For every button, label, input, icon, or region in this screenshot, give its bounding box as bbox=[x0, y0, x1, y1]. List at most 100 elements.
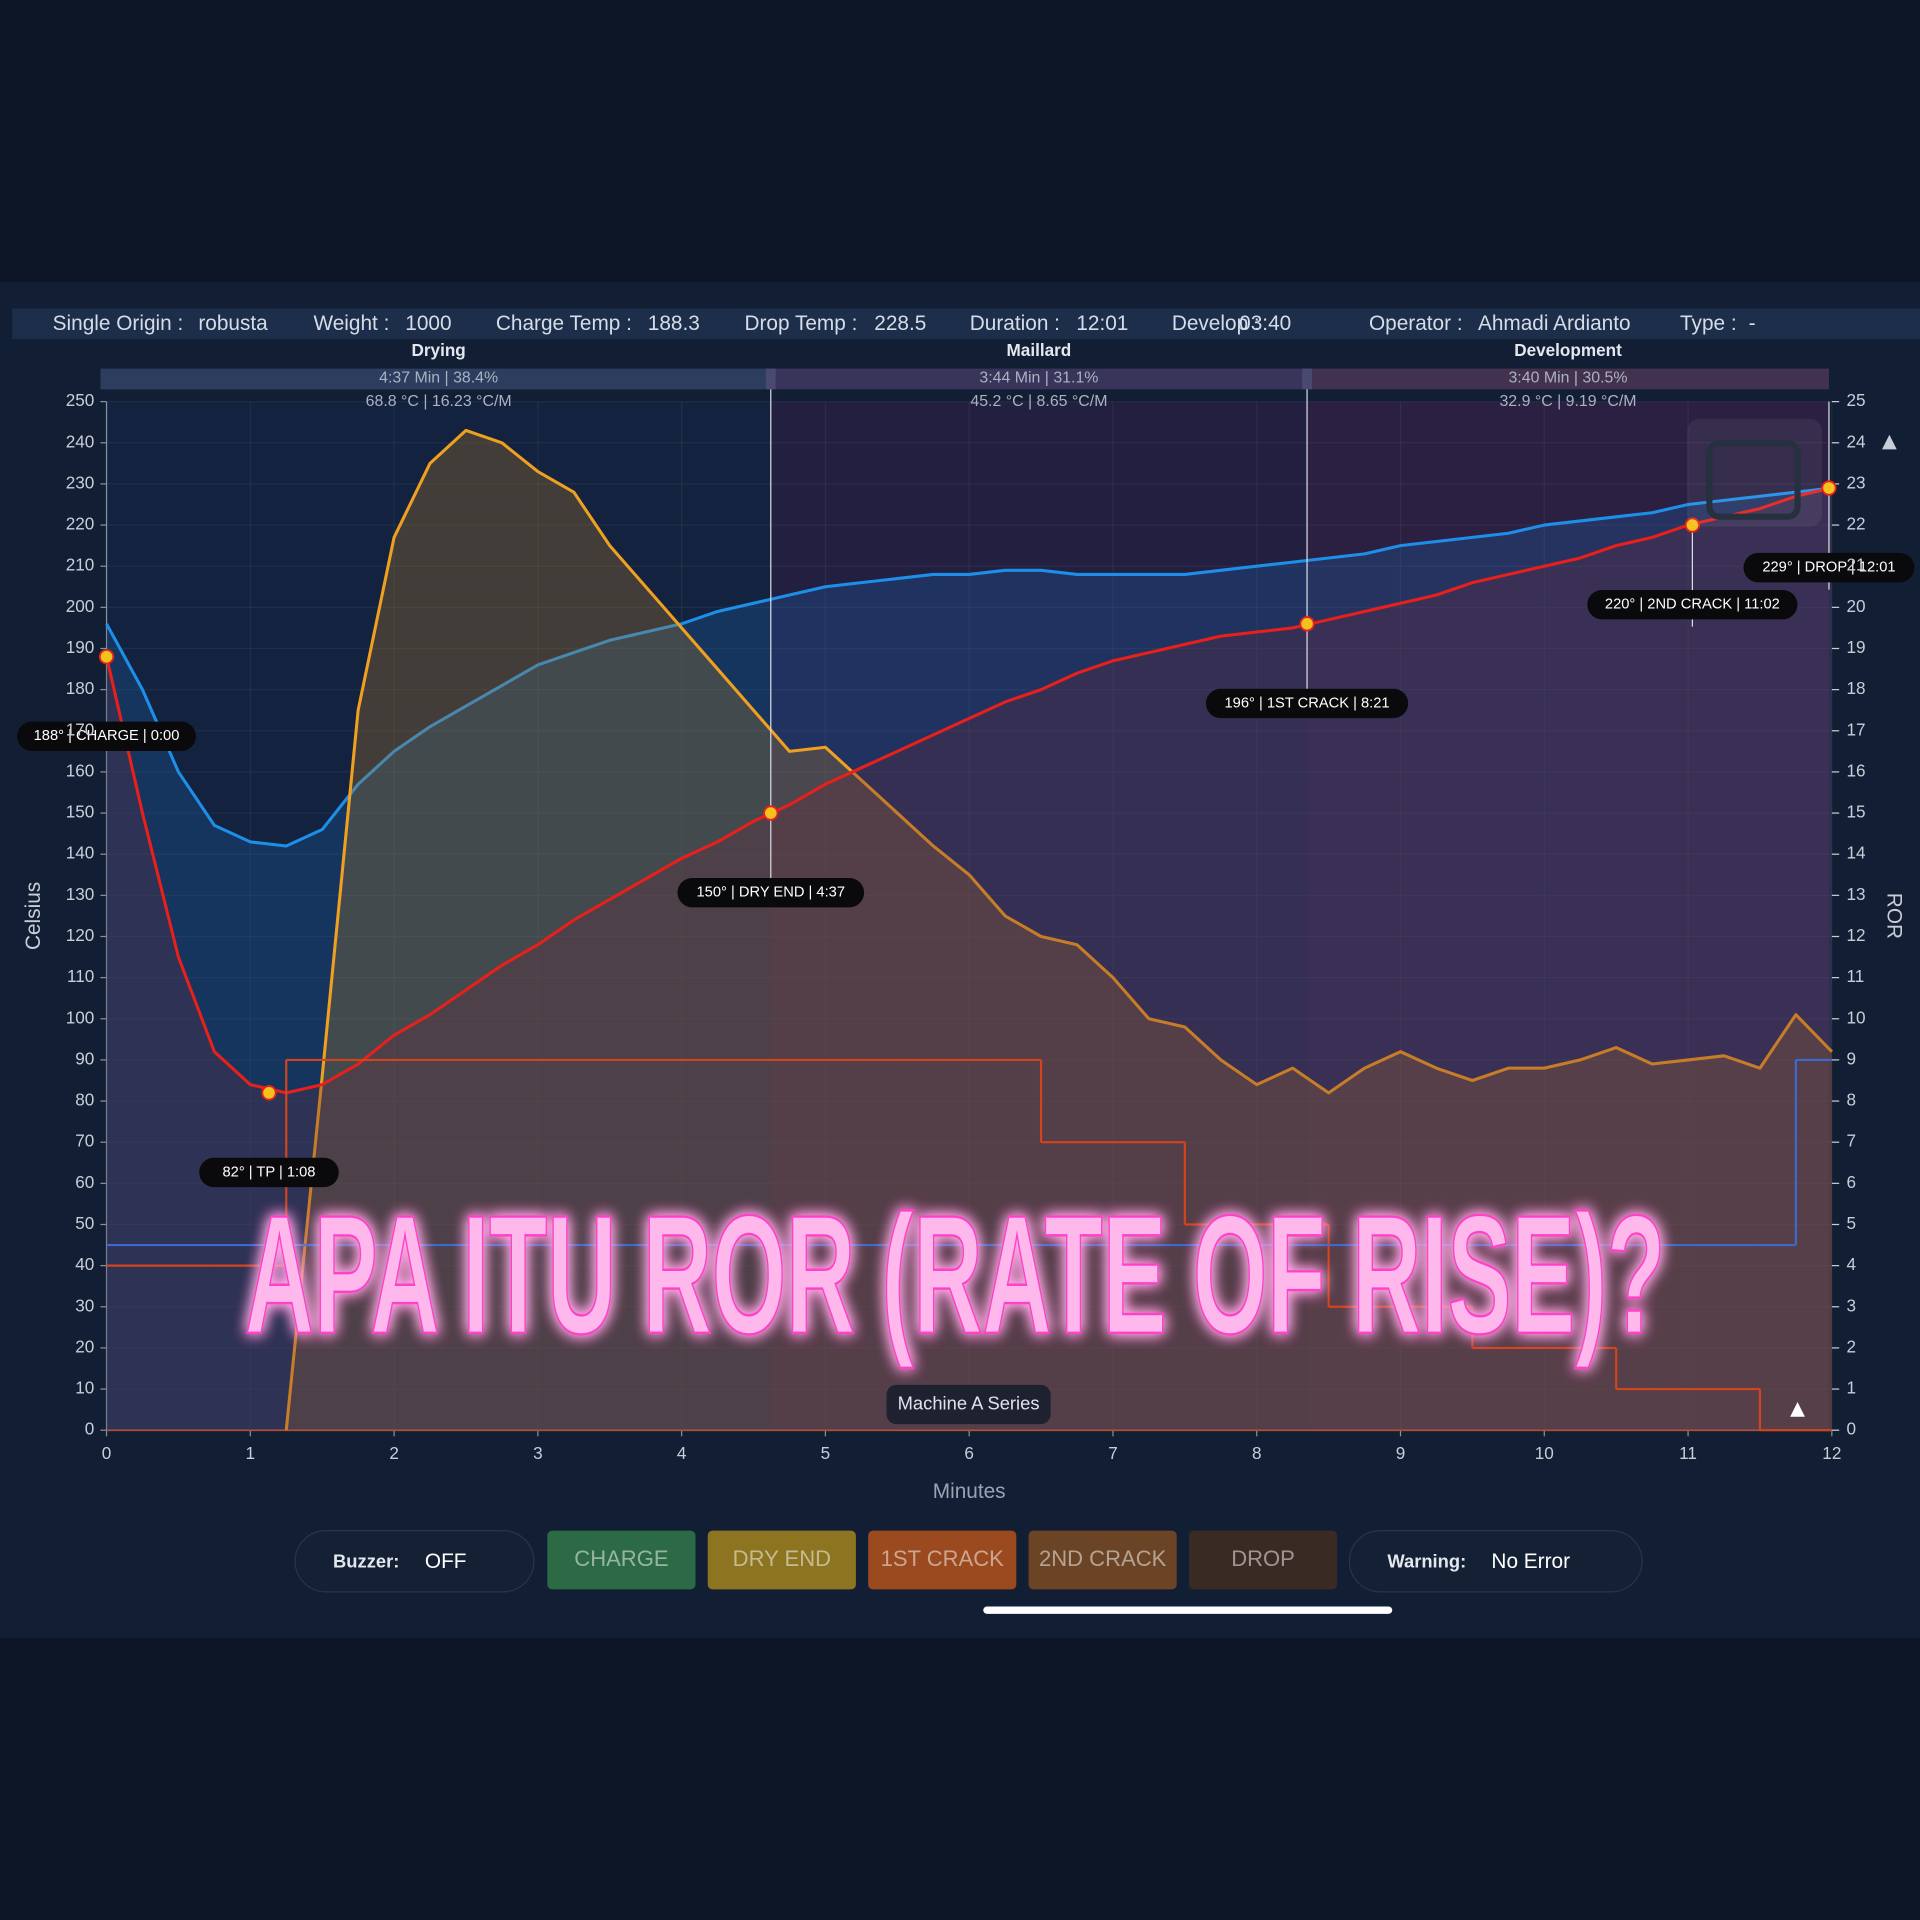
warning-pill bbox=[1348, 1530, 1643, 1593]
event-marker bbox=[1684, 517, 1701, 533]
overlay-title: APA ITU ROR (RATE OF RISE)? bbox=[245, 1180, 1665, 1369]
y-tick-label: 140 bbox=[66, 843, 95, 863]
y2-tick-label: 8 bbox=[1847, 1090, 1857, 1110]
phase-time: 3:44 Min | 31.1% bbox=[979, 370, 1098, 387]
y2-tick-label: 6 bbox=[1847, 1172, 1857, 1192]
y2-tick-label: 21 bbox=[1847, 555, 1866, 575]
event-button-label: DRY END bbox=[733, 1546, 831, 1571]
info-value: 228.5 bbox=[874, 312, 926, 335]
info-label: Weight : bbox=[313, 312, 389, 335]
y-tick-label: 170 bbox=[66, 719, 95, 739]
y-tick-label: 110 bbox=[67, 966, 94, 986]
info-value: 1000 bbox=[405, 312, 451, 335]
y2-tick-label: 11 bbox=[1847, 966, 1865, 986]
info-value: robusta bbox=[198, 312, 268, 335]
x-tick-label: 7 bbox=[1108, 1443, 1118, 1463]
y-tick-label: 200 bbox=[66, 596, 95, 616]
event-button-label: 1ST CRACK bbox=[881, 1546, 1005, 1571]
event-button-label: 2ND CRACK bbox=[1039, 1546, 1167, 1571]
x-tick-label: 9 bbox=[1396, 1443, 1406, 1463]
x-tick-label: 1 bbox=[246, 1443, 256, 1463]
y2-tick-label: 5 bbox=[1847, 1213, 1857, 1233]
y-tick-label: 100 bbox=[66, 1007, 95, 1027]
info-label: Single Origin : bbox=[53, 312, 184, 335]
series-pill bbox=[886, 1384, 1051, 1425]
scroll-arrow bbox=[1790, 1402, 1805, 1417]
x-axis-label: Minutes bbox=[933, 1480, 1006, 1503]
info-label: Type : bbox=[1680, 312, 1737, 335]
annotation-label: 220° | 2ND CRACK | 11:02 bbox=[1605, 597, 1780, 613]
warning-label: Warning: bbox=[1387, 1550, 1466, 1571]
phase-bar bbox=[100, 368, 771, 390]
y2-tick-label: 10 bbox=[1847, 1007, 1866, 1027]
warning-value: No Error bbox=[1491, 1550, 1570, 1573]
phase-bar bbox=[770, 368, 1308, 390]
info-value: Ahmadi Ardianto bbox=[1478, 312, 1631, 335]
y-tick-label: 160 bbox=[66, 760, 95, 780]
y2-tick-label: 18 bbox=[1847, 678, 1866, 698]
event-button[interactable] bbox=[707, 1530, 856, 1590]
y2-tick-label: 3 bbox=[1847, 1295, 1857, 1315]
event-button[interactable] bbox=[868, 1530, 1017, 1590]
series-label: Machine A Series bbox=[898, 1392, 1040, 1413]
scroll-arrow bbox=[1882, 434, 1897, 450]
y2-tick-label: 13 bbox=[1847, 884, 1866, 904]
annotation-label: 229° | DROP | 12:01 bbox=[1762, 559, 1895, 575]
annotation-pill bbox=[677, 877, 865, 908]
y-tick-label: 220 bbox=[66, 514, 95, 534]
buzzer-label: Buzzer: bbox=[333, 1550, 399, 1571]
annotation-pill bbox=[1743, 552, 1915, 583]
y2-tick-label: 15 bbox=[1847, 802, 1866, 822]
x-tick-label: 3 bbox=[533, 1443, 543, 1463]
x-tick-label: 2 bbox=[389, 1443, 399, 1463]
y2-tick-label: 24 bbox=[1847, 431, 1867, 451]
info-label: Develop : bbox=[1172, 312, 1260, 335]
series-area bbox=[106, 488, 1832, 1431]
y-axis-label: Celsius bbox=[22, 882, 45, 950]
phase-divider bbox=[1302, 368, 1312, 390]
info-value: - bbox=[1749, 312, 1756, 335]
x-tick-label: 8 bbox=[1252, 1443, 1262, 1463]
series-area bbox=[286, 430, 1832, 1431]
x-tick-label: 0 bbox=[102, 1443, 112, 1463]
series-line bbox=[105, 486, 1833, 848]
event-marker bbox=[1299, 616, 1315, 632]
home-indicator bbox=[983, 1606, 1393, 1614]
event-button[interactable] bbox=[1188, 1530, 1338, 1590]
image-icon bbox=[1706, 440, 1801, 520]
info-value: 12:01 bbox=[1076, 312, 1128, 335]
x-tick-label: 6 bbox=[964, 1443, 974, 1463]
y-tick-label: 180 bbox=[66, 678, 95, 698]
y-tick-label: 120 bbox=[66, 925, 95, 945]
y2-tick-label: 2 bbox=[1847, 1336, 1857, 1356]
event-button[interactable] bbox=[1028, 1530, 1177, 1590]
annotation-label: 196° | 1ST CRACK | 8:21 bbox=[1225, 695, 1390, 711]
series-line bbox=[284, 428, 1833, 1431]
ui-layer: 188° | CHARGE | 0:00 82° | TP | 1:08 150° … bbox=[17, 418, 1915, 1593]
phase-name: Development bbox=[1514, 340, 1622, 360]
y2-tick-label: 9 bbox=[1847, 1048, 1857, 1068]
info-value: 03:40 bbox=[1239, 312, 1291, 335]
x-tick-label: 10 bbox=[1535, 1443, 1554, 1463]
phase-bar bbox=[1307, 368, 1829, 390]
event-marker bbox=[763, 805, 779, 821]
y2-tick-label: 17 bbox=[1847, 719, 1866, 739]
y-tick-label: 20 bbox=[75, 1336, 94, 1356]
annotation-label: 188° | CHARGE | 0:00 bbox=[34, 728, 180, 744]
info-label: Drop Temp : bbox=[744, 312, 857, 335]
event-button[interactable] bbox=[547, 1530, 696, 1590]
info-label: Operator : bbox=[1369, 312, 1463, 335]
y-tick-label: 240 bbox=[66, 431, 95, 451]
series-area bbox=[106, 488, 1832, 1431]
series-line bbox=[105, 486, 1833, 1095]
x-tick-label: 11 bbox=[1679, 1443, 1697, 1463]
event-marker bbox=[98, 649, 115, 665]
annotation-pill bbox=[1205, 688, 1409, 719]
phase-background bbox=[770, 401, 1308, 1431]
info-label: Duration : bbox=[970, 312, 1060, 335]
x-tick-label: 4 bbox=[677, 1443, 687, 1463]
phase-temp: 45.2 °C | 8.65 °C/M bbox=[970, 393, 1107, 410]
y-tick-label: 40 bbox=[75, 1254, 94, 1274]
buzzer-pill[interactable] bbox=[294, 1530, 535, 1593]
